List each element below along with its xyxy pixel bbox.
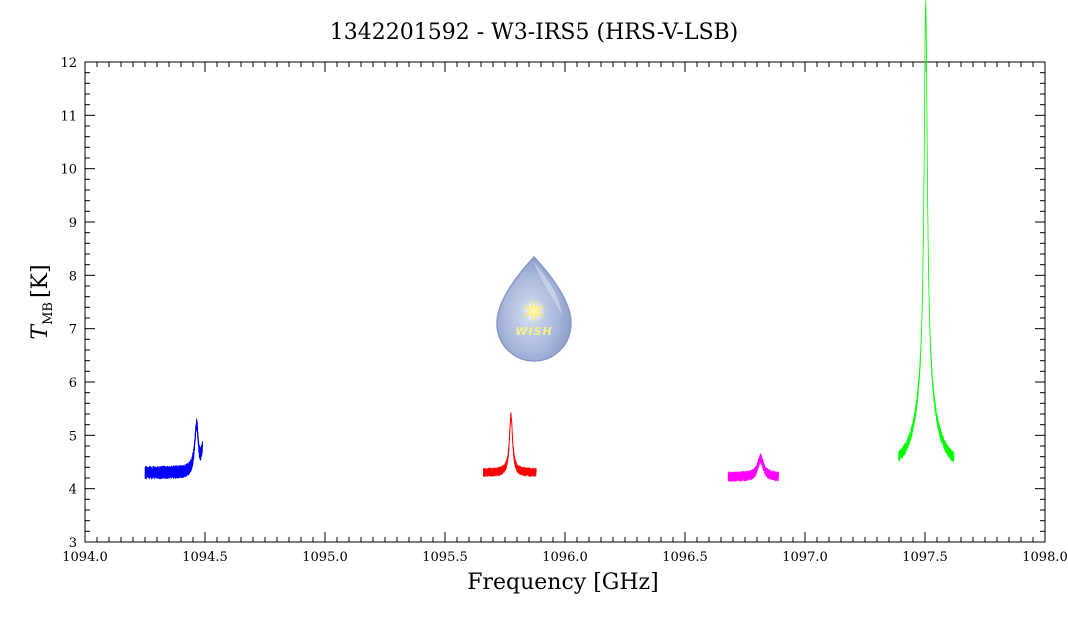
y-axis-label-unit: [K]	[28, 264, 53, 298]
axis-ticks	[84, 61, 1046, 543]
y-tick-label: 12	[60, 56, 77, 71]
x-tick-label: 1096.5	[662, 550, 708, 565]
spectrum-series-2	[483, 412, 537, 477]
y-axis-label-sub: MB	[41, 302, 56, 325]
spectrum-series-4	[898, 0, 955, 463]
y-tick-label: 10	[60, 163, 77, 178]
y-tick-label: 7	[69, 323, 77, 338]
y-tick-label: 4	[69, 483, 77, 498]
data-series	[144, 0, 955, 482]
x-tick-label: 1097.0	[782, 550, 828, 565]
y-tick-label: 5	[69, 429, 77, 444]
x-axis-label: Frequency [GHz]	[467, 570, 659, 595]
y-axis-label: TMB [K]	[28, 264, 56, 339]
star-icon	[523, 299, 545, 323]
chart-title: 1342201592 - W3-IRS5 (HRS-V-LSB)	[330, 20, 739, 45]
wish-logo: WISH	[496, 255, 572, 362]
spectrum-series-3	[727, 453, 779, 482]
x-tick-label: 1095.5	[422, 550, 468, 565]
spectrum-series-1	[144, 418, 203, 480]
water-drop-highlight	[534, 262, 562, 315]
y-tick-label: 8	[69, 269, 77, 284]
x-tick-label: 1096.0	[542, 550, 588, 565]
y-tick-label: 11	[60, 109, 77, 124]
logo-text: WISH	[515, 325, 552, 338]
y-axis-label-group: TMB [K]	[28, 264, 56, 339]
x-tick-label: 1094.5	[182, 550, 228, 565]
y-tick-labels: 3 4 5 6 7 8 9 10 11 12	[60, 56, 77, 551]
x-tick-label: 1098.0	[1022, 550, 1068, 565]
x-tick-labels: 1094.0 1094.5 1095.0 1095.5 1096.0 1096.5 1097…	[62, 550, 1068, 565]
y-tick-label: 6	[69, 376, 77, 391]
y-axis-label-main: T	[28, 323, 53, 340]
y-tick-label: 3	[69, 536, 77, 551]
x-tick-label: 1095.0	[302, 550, 348, 565]
y-tick-label: 9	[69, 216, 77, 231]
x-tick-label: 1097.5	[902, 550, 948, 565]
x-tick-label: 1094.0	[62, 550, 108, 565]
